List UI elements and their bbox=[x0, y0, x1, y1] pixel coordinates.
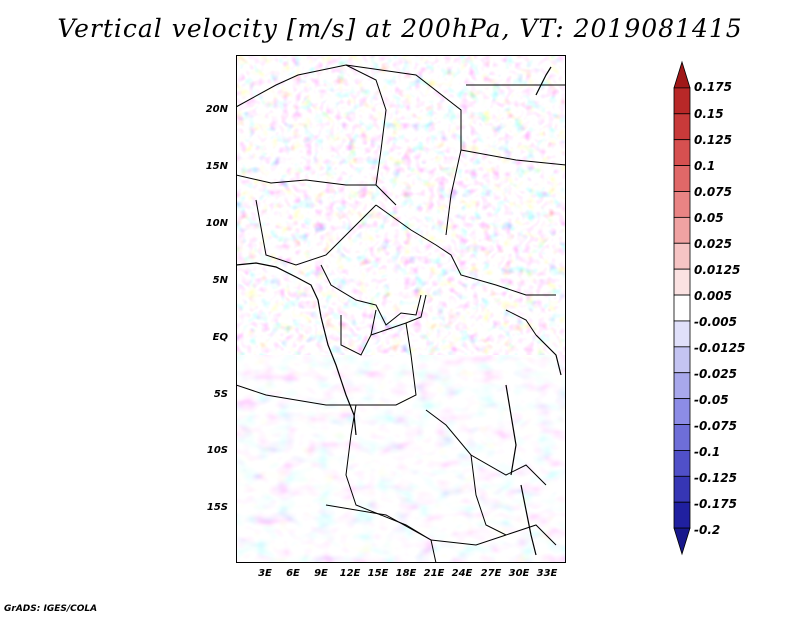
colorbar-swatch bbox=[673, 242, 691, 270]
colorbar-swatch bbox=[673, 424, 691, 451]
colorbar-swatch bbox=[673, 294, 691, 322]
lon-label: 15E bbox=[367, 568, 389, 579]
colorbar-swatch bbox=[673, 527, 691, 556]
lat-label: 15N bbox=[205, 161, 228, 172]
country-borders bbox=[235, 64, 567, 564]
colorbar-swatch bbox=[673, 398, 691, 425]
grads-credit: GrADS: IGES/COLA bbox=[4, 604, 98, 614]
colorbar-label: -0.125 bbox=[694, 471, 737, 485]
colorbar-label: 0.05 bbox=[694, 211, 724, 225]
colorbar-swatch bbox=[673, 372, 691, 400]
colorbar-swatch bbox=[673, 320, 691, 348]
colorbar-label: 0.125 bbox=[694, 133, 732, 147]
lat-label: 5N bbox=[212, 275, 228, 286]
colorbar-label: 0.175 bbox=[694, 80, 732, 94]
colorbar-swatch bbox=[673, 268, 691, 296]
lon-label: 12E bbox=[339, 568, 361, 579]
chart-title: Vertical velocity [m/s] at 200hPa, VT: 2… bbox=[57, 14, 743, 43]
lon-label: 21E bbox=[423, 568, 445, 579]
colorbar-label: 0.0125 bbox=[694, 263, 741, 277]
lat-label: 10N bbox=[205, 218, 228, 229]
colorbar-swatch bbox=[673, 501, 691, 529]
colorbar-label: 0.005 bbox=[694, 289, 732, 303]
lon-label: 24E bbox=[451, 568, 473, 579]
map-frame bbox=[236, 55, 566, 563]
colorbar-swatch bbox=[673, 475, 691, 503]
colorbar-label: 0.025 bbox=[694, 237, 732, 251]
lat-label: 15S bbox=[206, 502, 228, 513]
colorbar-swatch bbox=[673, 165, 691, 192]
lon-label: 33E bbox=[536, 568, 558, 579]
colorbar-swatch bbox=[673, 346, 691, 374]
colorbar-label: -0.1 bbox=[694, 445, 721, 459]
colorbar-label: -0.0125 bbox=[694, 341, 746, 355]
lat-label: 5S bbox=[213, 389, 228, 400]
colorbar-swatch bbox=[673, 113, 691, 141]
lon-label: 18E bbox=[395, 568, 417, 579]
lon-label: 3E bbox=[258, 568, 272, 579]
colorbar-swatch bbox=[673, 60, 691, 89]
colorbar-label: -0.025 bbox=[694, 367, 737, 381]
colorbar-label: 0.1 bbox=[694, 159, 716, 173]
colorbar-swatch bbox=[673, 450, 691, 477]
lon-label: 6E bbox=[286, 568, 300, 579]
lat-label: EQ bbox=[212, 332, 228, 343]
velocity-map bbox=[235, 55, 567, 564]
colorbar-label: -0.05 bbox=[694, 393, 729, 407]
colorbar-swatch bbox=[673, 216, 691, 244]
lon-label: 9E bbox=[314, 568, 328, 579]
colorbar-label: -0.175 bbox=[694, 497, 737, 511]
lat-label: 10S bbox=[206, 445, 228, 456]
colorbar-label: 0.15 bbox=[694, 107, 724, 121]
colorbar-label: -0.075 bbox=[694, 419, 737, 433]
lon-label: 30E bbox=[508, 568, 530, 579]
map-canvas bbox=[235, 55, 567, 564]
colorbar-swatch bbox=[673, 191, 691, 218]
colorbar-swatch bbox=[673, 139, 691, 166]
colorbar-swatch bbox=[673, 87, 691, 115]
colorbar-label: 0.075 bbox=[694, 185, 732, 199]
lat-label: 20N bbox=[205, 104, 228, 115]
lon-label: 27E bbox=[480, 568, 502, 579]
colorbar-label: -0.005 bbox=[694, 315, 737, 329]
colorbar bbox=[673, 60, 691, 556]
colorbar-label: -0.2 bbox=[694, 523, 721, 537]
coastline bbox=[235, 66, 562, 556]
